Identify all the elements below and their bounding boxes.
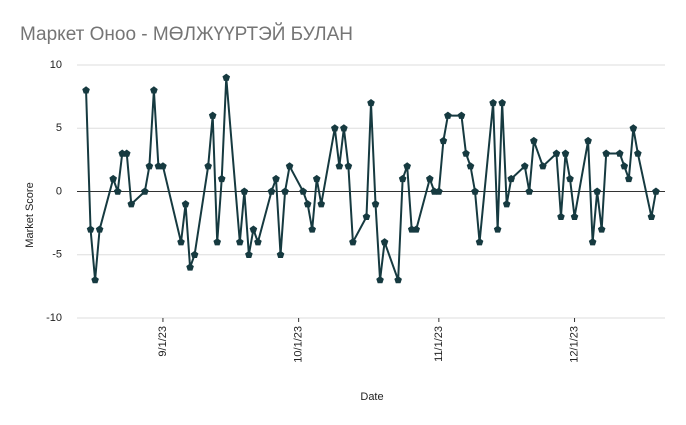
point [584,136,592,145]
point [525,187,534,195]
point [190,250,199,258]
point [213,238,222,246]
point [240,187,249,195]
point [285,162,294,170]
point [281,187,289,195]
x-axis-label: Date [360,391,383,403]
point [371,200,380,208]
point [367,98,375,107]
point [208,111,217,119]
point [439,136,448,145]
point [159,162,167,170]
point [299,187,307,195]
point [91,276,99,284]
point [561,149,570,157]
point [312,174,321,183]
point [475,238,484,246]
point [186,263,194,271]
point [331,124,339,132]
point [539,162,547,170]
point [145,162,154,170]
x-tick-label: 10/1/23 [293,326,305,363]
point [466,162,475,170]
point [552,149,561,157]
point [254,238,262,246]
x-tick-label: 11/1/23 [433,326,445,362]
point [222,73,231,81]
point [557,212,565,221]
x-tick-label: 9/1/23 [157,326,169,357]
point [217,174,226,183]
point [344,162,353,170]
point [412,225,421,233]
point [435,187,443,195]
point [181,200,190,208]
point [425,174,434,183]
point [462,149,470,157]
y-tick-label: 0 [56,185,62,197]
point [507,174,516,183]
point [335,162,344,170]
point [493,225,502,233]
point [272,174,280,183]
point [489,98,497,107]
point [498,98,506,107]
point [204,162,212,170]
point [634,149,642,157]
point [588,238,597,246]
point [340,124,348,132]
point [647,212,656,221]
point [444,111,452,119]
point [95,225,104,233]
point [236,238,244,246]
point [177,238,185,246]
point [376,276,384,284]
y-tick-label: -10 [46,312,62,324]
point [520,162,529,170]
point [398,174,407,183]
point [82,86,90,94]
point [403,162,411,170]
point [308,225,317,233]
y-axis-label: Market Score [24,182,36,247]
point [303,200,312,208]
point [249,225,258,233]
point [317,200,326,208]
point [349,238,357,246]
point [86,225,95,233]
chart-title: Маркет Оноо - МӨЛЖҮҮРТЭЙ БУЛАН [20,23,353,45]
y-tick-label: -5 [52,249,62,261]
point [245,250,253,258]
point [380,238,389,246]
x-tick-label: 12/1/23 [568,326,580,363]
point [652,187,660,195]
point [471,187,479,195]
point [570,212,579,221]
point [150,86,158,94]
point [109,174,117,183]
point [566,174,574,183]
point [593,187,601,195]
point [602,149,611,157]
point [597,225,606,233]
point [362,212,371,221]
point [625,174,633,183]
point [530,136,538,145]
point [620,162,629,170]
point [394,276,402,284]
y-tick-label: 10 [50,59,62,71]
point [276,250,285,258]
point [629,124,638,132]
point [457,111,466,119]
point [127,200,136,208]
point [267,187,276,195]
point [615,149,624,157]
point [113,187,122,195]
point [502,200,511,208]
y-tick-label: 5 [56,122,62,134]
point [122,149,131,157]
point [141,187,149,195]
